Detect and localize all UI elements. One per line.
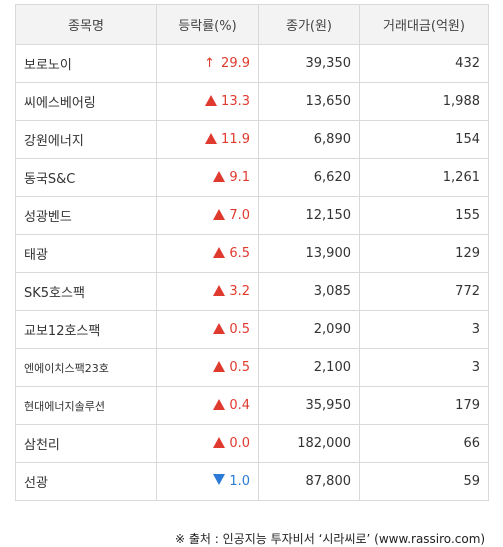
- change-rate-cell: 0.0: [156, 424, 259, 463]
- change-rate-value: 7.0: [229, 208, 250, 223]
- change-rate-cell: 0.5: [156, 348, 259, 387]
- up-triangle-icon: [213, 323, 226, 334]
- close-price-cell: 3,085: [258, 272, 360, 311]
- up-triangle-icon: [213, 209, 226, 220]
- trading-value-cell: 432: [359, 44, 489, 83]
- header-close-price: 종가(원): [258, 4, 360, 45]
- stock-name-cell: 교보12호스팩: [15, 310, 157, 349]
- stock-name-cell: 선광: [15, 462, 157, 501]
- up-triangle-icon: [205, 133, 218, 144]
- change-rate-cell: 9.1: [156, 158, 259, 197]
- table-row: 태광 6.5 13,900 129: [15, 234, 489, 273]
- thin-up-arrow-icon: ↑: [204, 56, 216, 71]
- change-rate-value: 1.0: [229, 474, 250, 489]
- change-rate-cell: 1.0: [156, 462, 259, 501]
- close-price-cell: 6,620: [258, 158, 360, 197]
- table-row: 성광벤드 7.0 12,150 155: [15, 196, 489, 235]
- stock-name-cell: 태광: [15, 234, 157, 273]
- stock-name-cell: SK5호스팩: [15, 272, 157, 311]
- change-rate-value: 11.9: [221, 132, 250, 147]
- trading-value-cell: 129: [359, 234, 489, 273]
- stock-name-cell: 보로노이: [15, 44, 157, 83]
- change-rate-value: 0.5: [229, 322, 250, 337]
- stock-name-cell: 씨에스베어링: [15, 82, 157, 121]
- close-price-cell: 6,890: [258, 120, 360, 159]
- up-triangle-icon: [213, 285, 226, 296]
- change-rate-value: 0.0: [229, 436, 250, 451]
- table-row: 현대에너지솔루션 0.4 35,950 179: [15, 386, 489, 425]
- trading-value-cell: 1,988: [359, 82, 489, 121]
- close-price-cell: 182,000: [258, 424, 360, 463]
- close-price-cell: 2,100: [258, 348, 360, 387]
- table-header-row: 종목명 등락률(%) 종가(원) 거래대금(억원): [15, 4, 489, 45]
- change-rate-cell: ↑ 29.9: [156, 44, 259, 83]
- up-triangle-icon: [213, 171, 226, 182]
- up-triangle-icon: [213, 361, 226, 372]
- change-rate-value: 29.9: [221, 56, 250, 71]
- table-row: 교보12호스팩 0.5 2,090 3: [15, 310, 489, 349]
- close-price-cell: 2,090: [258, 310, 360, 349]
- close-price-cell: 13,650: [258, 82, 360, 121]
- trading-value-cell: 155: [359, 196, 489, 235]
- up-triangle-icon: [205, 95, 218, 106]
- table-row: SK5호스팩 3.2 3,085 772: [15, 272, 489, 311]
- up-triangle-icon: [213, 247, 226, 258]
- change-rate-value: 13.3: [221, 94, 250, 109]
- trading-value-cell: 59: [359, 462, 489, 501]
- change-rate-cell: 13.3: [156, 82, 259, 121]
- table-row: 삼천리 0.0 182,000 66: [15, 424, 489, 463]
- change-rate-cell: 0.4: [156, 386, 259, 425]
- table-row: 씨에스베어링 13.3 13,650 1,988: [15, 82, 489, 121]
- table-row: 보로노이 ↑ 29.9 39,350 432: [15, 44, 489, 83]
- stock-table: 종목명 등락률(%) 종가(원) 거래대금(억원) 보로노이 ↑ 29.9 39,35…: [15, 4, 489, 501]
- stock-name-cell: 현대에너지솔루션: [15, 386, 157, 425]
- source-caption: ※ 출처 : 인공지능 투자비서 ‘시라씨로’ (www.rassiro.com…: [175, 532, 486, 546]
- table-row: 선광 1.0 87,800 59: [15, 462, 489, 501]
- stock-name-cell: 엔에이치스팩23호: [15, 348, 157, 387]
- trading-value-cell: 179: [359, 386, 489, 425]
- table-row: 강원에너지 11.9 6,890 154: [15, 120, 489, 159]
- trading-value-cell: 66: [359, 424, 489, 463]
- table-body: 보로노이 ↑ 29.9 39,350 432 씨에스베어링 13.3 13,650 1,988 강…: [15, 44, 489, 501]
- stock-name-cell: 성광벤드: [15, 196, 157, 235]
- up-triangle-icon: [213, 437, 226, 448]
- change-rate-value: 9.1: [229, 170, 250, 185]
- trading-value-cell: 3: [359, 310, 489, 349]
- change-rate-value: 0.5: [229, 360, 250, 375]
- close-price-cell: 39,350: [258, 44, 360, 83]
- change-rate-cell: 11.9: [156, 120, 259, 159]
- change-rate-value: 0.4: [229, 398, 250, 413]
- change-rate-value: 6.5: [229, 246, 250, 261]
- table-row: 동국S&C 9.1 6,620 1,261: [15, 158, 489, 197]
- trading-value-cell: 3: [359, 348, 489, 387]
- stock-name-cell: 삼천리: [15, 424, 157, 463]
- header-change-rate: 등락률(%): [156, 4, 259, 45]
- trading-value-cell: 772: [359, 272, 489, 311]
- header-trading-value: 거래대금(억원): [359, 4, 489, 45]
- change-rate-cell: 3.2: [156, 272, 259, 311]
- change-rate-cell: 6.5: [156, 234, 259, 273]
- stock-name-cell: 강원에너지: [15, 120, 157, 159]
- close-price-cell: 13,900: [258, 234, 360, 273]
- table-row: 엔에이치스팩23호 0.5 2,100 3: [15, 348, 489, 387]
- down-triangle-icon: [213, 474, 226, 485]
- close-price-cell: 87,800: [258, 462, 360, 501]
- close-price-cell: 12,150: [258, 196, 360, 235]
- change-rate-cell: 7.0: [156, 196, 259, 235]
- trading-value-cell: 154: [359, 120, 489, 159]
- stock-name-cell: 동국S&C: [15, 158, 157, 197]
- header-stock-name: 종목명: [15, 4, 157, 45]
- close-price-cell: 35,950: [258, 386, 360, 425]
- trading-value-cell: 1,261: [359, 158, 489, 197]
- up-triangle-icon: [213, 399, 226, 410]
- change-rate-cell: 0.5: [156, 310, 259, 349]
- change-rate-value: 3.2: [229, 284, 250, 299]
